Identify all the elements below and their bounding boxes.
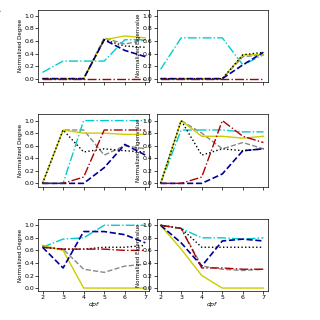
Y-axis label: Normalized Eigenvalue: Normalized Eigenvalue — [136, 119, 141, 182]
Y-axis label: Normalized Eigenvalue: Normalized Eigenvalue — [136, 223, 141, 287]
Legend: PE, YSE, CM, SBI, SD, M: PE, YSE, CM, SBI, SD, M — [277, 114, 309, 156]
Legend: PE, YSE, CM, SBI, SD, M: PE, YSE, CM, SBI, SD, M — [277, 218, 309, 261]
Y-axis label: Normalized Eigenvalue: Normalized Eigenvalue — [136, 14, 141, 77]
Legend: PE, YSE, CM, SBI, SD, M: PE, YSE, CM, SBI, SD, M — [277, 9, 309, 52]
Y-axis label: Normalized Degree: Normalized Degree — [18, 228, 23, 282]
Y-axis label: Normalized Degree: Normalized Degree — [18, 124, 23, 177]
X-axis label: dpf: dpf — [89, 302, 99, 307]
X-axis label: dpf: dpf — [207, 302, 217, 307]
Y-axis label: Normalized Degree: Normalized Degree — [18, 19, 23, 72]
